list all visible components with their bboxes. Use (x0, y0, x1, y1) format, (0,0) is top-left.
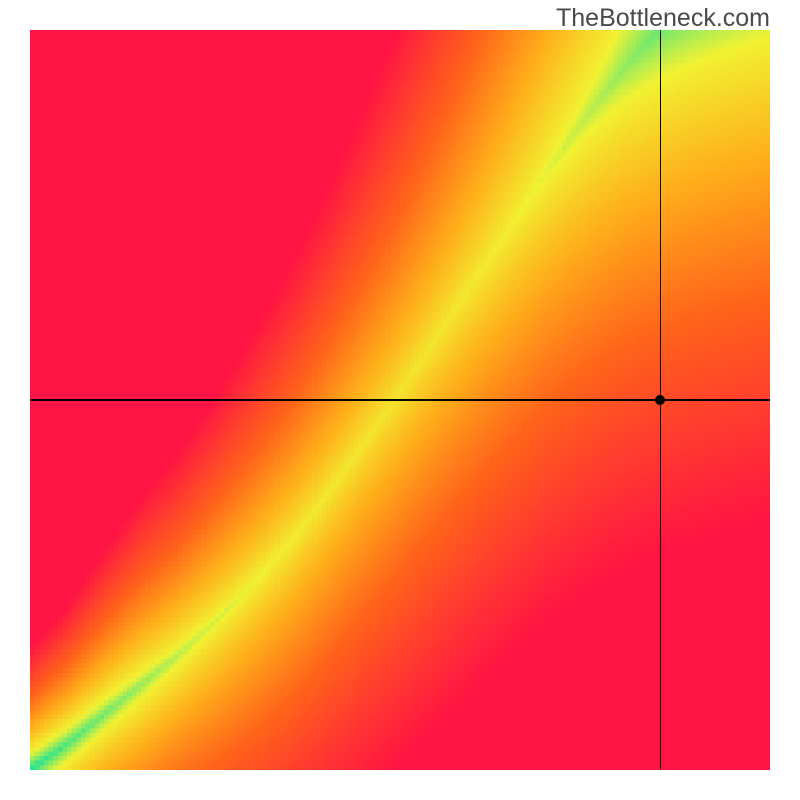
chart-container: TheBottleneck.com (0, 0, 800, 800)
watermark-text: TheBottleneck.com (556, 4, 770, 33)
